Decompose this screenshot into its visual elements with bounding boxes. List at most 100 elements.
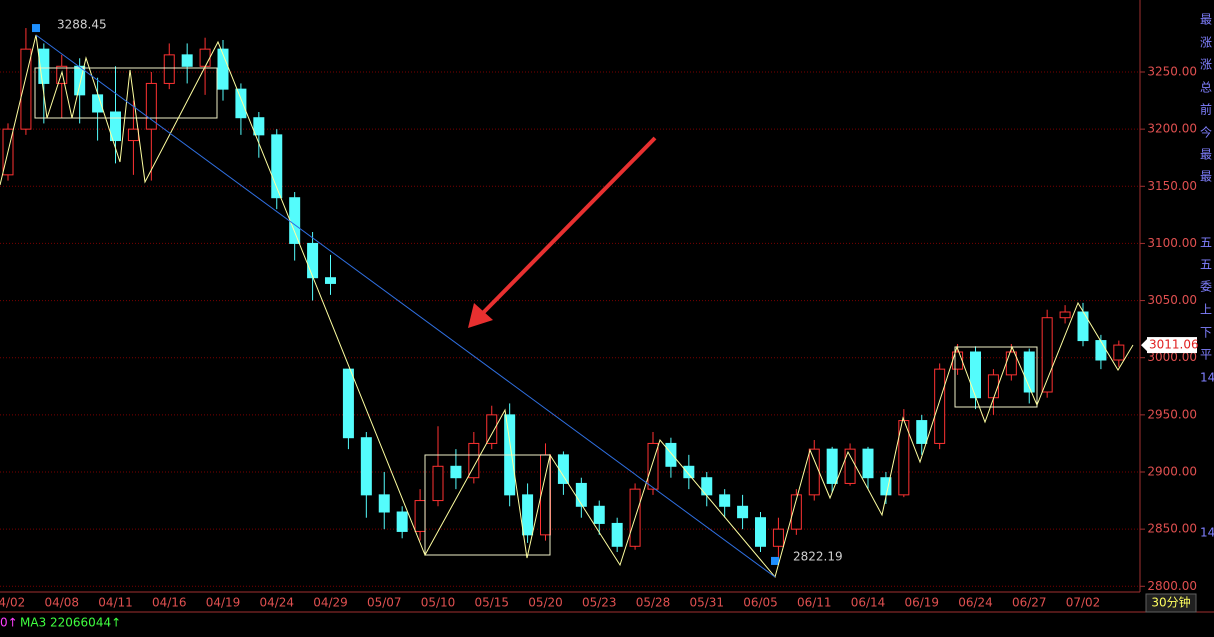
side-label: 前 xyxy=(1200,102,1212,117)
candle-body xyxy=(916,420,928,444)
candle-body xyxy=(20,48,32,130)
y-tick-label: 3050.00 xyxy=(1147,293,1197,307)
candle-body xyxy=(970,351,981,399)
x-tick-label: 04/08 xyxy=(44,596,79,610)
candle-body xyxy=(235,88,247,119)
x-tick-label: 05/31 xyxy=(689,596,724,610)
candle-body xyxy=(575,482,587,507)
candle-body xyxy=(360,437,372,496)
candle-body xyxy=(396,511,408,532)
x-tick-label: 06/19 xyxy=(904,596,939,610)
candle-body xyxy=(611,522,623,547)
candle-body xyxy=(1059,311,1071,319)
price-pointer xyxy=(1141,339,1147,352)
x-tick-label: 06/24 xyxy=(958,596,993,610)
candle-body xyxy=(790,494,802,530)
y-tick-label: 3250.00 xyxy=(1147,65,1197,79)
box xyxy=(34,67,218,119)
y-tick-label: 2850.00 xyxy=(1147,522,1197,536)
side-label: 委 xyxy=(1200,280,1212,294)
candle-body xyxy=(486,414,498,444)
arrow-head xyxy=(468,303,493,328)
side-label: 总 xyxy=(1200,81,1212,95)
candle-body xyxy=(378,494,390,513)
candle-body xyxy=(701,477,713,496)
candle-body xyxy=(432,465,444,502)
y-tick-label: 3200.00 xyxy=(1147,122,1197,136)
candle-body xyxy=(110,111,121,142)
min-marker xyxy=(771,556,779,565)
plot: 2800.00 2850.00 2900.00 2950.00 3000.00 3050.… xyxy=(0,13,1214,610)
candle-body xyxy=(808,448,820,496)
x-tick-label: 05/15 xyxy=(474,596,509,610)
x-tick-label: 04/16 xyxy=(152,596,187,610)
candle-body xyxy=(1023,351,1035,393)
side-label: 涨 xyxy=(1200,57,1212,72)
annotations xyxy=(0,34,1134,579)
candle-body xyxy=(755,517,766,547)
y-tick-label: 3150.00 xyxy=(1147,179,1197,193)
side-label: 上 xyxy=(1200,303,1212,317)
price-tag-label: 3011.06 xyxy=(1149,338,1199,352)
candle-body xyxy=(1041,317,1053,393)
candle-body xyxy=(325,277,336,284)
side-label: 涨 xyxy=(1200,35,1212,50)
candle-body xyxy=(56,65,68,84)
x-tick-label: 07/02 xyxy=(1066,596,1101,610)
candle-body xyxy=(665,442,677,467)
candle-body xyxy=(522,494,534,536)
x-tick-label: 05/23 xyxy=(582,596,617,610)
side-label: 最 xyxy=(1200,13,1212,27)
side-label: 最 xyxy=(1200,148,1212,162)
x-tick-label: 04/24 xyxy=(259,596,294,610)
x-tick-label: 06/05 xyxy=(743,596,778,610)
x-tick-label: 05/20 xyxy=(528,596,563,610)
candle-body xyxy=(450,465,462,479)
candle-body xyxy=(74,65,86,96)
side-label: 五 xyxy=(1200,258,1212,272)
x-tick-label: 04/11 xyxy=(98,596,133,610)
period-box[interactable] xyxy=(1145,593,1197,613)
candle-body xyxy=(199,48,211,67)
x-tick-label: 06/14 xyxy=(851,596,886,610)
candle-body xyxy=(557,454,569,484)
candle-body xyxy=(719,494,731,507)
side-label: 五 xyxy=(1200,236,1212,250)
candle-body xyxy=(38,48,50,84)
candle-body xyxy=(987,374,999,399)
candle-body xyxy=(934,368,946,444)
candle-body xyxy=(271,134,283,199)
candle-body xyxy=(163,54,175,84)
x-tick-label: 06/27 xyxy=(1012,596,1047,610)
candle-body xyxy=(127,128,139,142)
candle-body xyxy=(414,500,426,532)
box xyxy=(954,346,1038,408)
candle-body xyxy=(540,454,551,536)
candle-body xyxy=(862,448,874,479)
side-label: 今 xyxy=(1200,125,1212,140)
x-tick-label: 04/29 xyxy=(313,596,348,610)
candle-body xyxy=(826,448,838,484)
y-tick-label: 3100.00 xyxy=(1147,236,1197,250)
x-tick-label: 05/28 xyxy=(636,596,671,610)
arrow xyxy=(476,136,657,320)
price-tag xyxy=(1147,337,1197,354)
candle-body xyxy=(217,48,229,90)
candle-body xyxy=(253,117,265,136)
trend-line xyxy=(35,34,776,578)
y-tick-label: 2800.00 xyxy=(1147,579,1197,593)
candle-body xyxy=(737,505,749,519)
candle-body xyxy=(844,448,856,484)
candle-body xyxy=(342,368,354,439)
max-label: 3288.45 xyxy=(57,18,107,32)
zigzag xyxy=(0,34,1134,579)
x-tick-label: 04/19 xyxy=(206,596,241,610)
candle-body xyxy=(593,505,605,524)
x-tick-label: 05/10 xyxy=(421,596,456,610)
candle-body xyxy=(1005,351,1017,376)
period[interactable]: 30分钟 xyxy=(1151,595,1190,610)
candle-body xyxy=(181,54,193,67)
side-label: 14 xyxy=(1200,371,1214,385)
